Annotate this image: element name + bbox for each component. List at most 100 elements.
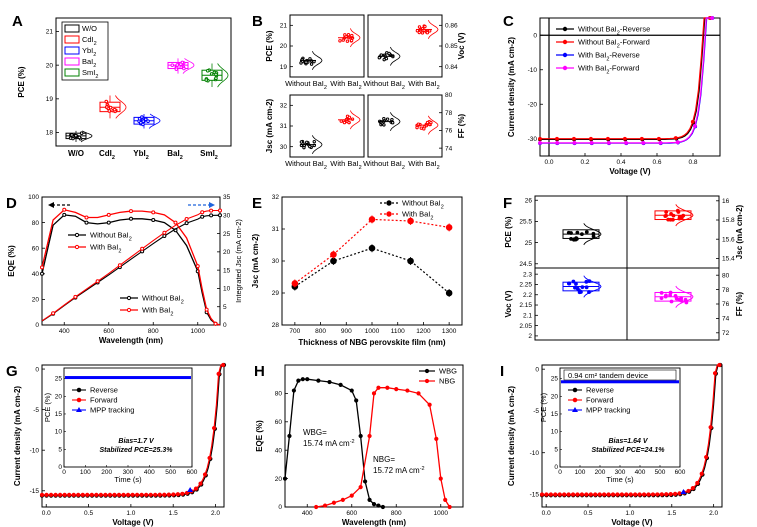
panel-i-axes xyxy=(541,364,723,508)
data-point xyxy=(610,492,616,497)
inset-bias-note: Bias=1.7 V xyxy=(118,438,155,445)
sample-point xyxy=(587,279,592,284)
panel-f-y-axis-label: FF (%) xyxy=(735,291,744,316)
distribution-curve xyxy=(80,130,93,143)
panel-b-x-tick-label: With BaI2 xyxy=(408,159,439,171)
legend-swatch xyxy=(64,46,80,55)
data-point xyxy=(367,497,372,502)
inset-axes xyxy=(63,367,193,468)
sample-point xyxy=(350,33,354,38)
legend-marker xyxy=(562,65,568,71)
data-point xyxy=(287,433,292,439)
sample-point xyxy=(382,116,386,121)
legend-label: Without BaI2-Reverse xyxy=(578,25,650,37)
legend-swatch xyxy=(64,57,80,66)
legend-label: Forward xyxy=(586,396,614,405)
data-point xyxy=(615,492,620,497)
data-point xyxy=(371,391,377,396)
sample-point xyxy=(104,99,109,104)
panel-d-y-tick-label: 60 xyxy=(32,245,40,252)
sample-point xyxy=(417,30,421,35)
sample-point xyxy=(342,120,347,125)
panel-f-y-axis-label: Voc (V) xyxy=(504,290,513,317)
data-point xyxy=(349,493,354,498)
data-point xyxy=(659,492,664,497)
panel-b-y-tick-label: 20 xyxy=(280,43,288,50)
data-point xyxy=(89,492,94,497)
sample-point xyxy=(574,236,579,241)
panel-g-x-tick-label: 0.0 xyxy=(42,510,51,517)
panel-f-subplot-axes xyxy=(626,195,720,269)
data-point xyxy=(95,279,100,284)
panel-d-y2-axis-label: Integrated Jsc (mA cm-2) xyxy=(234,219,243,303)
data-point xyxy=(624,140,628,145)
panel-a-y-axis-label: PCE (%) xyxy=(17,66,26,97)
data-point xyxy=(695,480,700,486)
legend-label: MPP tracking xyxy=(586,406,630,415)
data-point xyxy=(94,492,99,497)
data-point xyxy=(322,503,328,508)
data-point xyxy=(340,497,345,502)
data-point xyxy=(606,140,611,145)
data-point xyxy=(139,492,144,497)
panel-d-y-axis-label: EQE (%) xyxy=(7,245,16,277)
panel-f-y-tick-label: 24.5 xyxy=(519,261,532,268)
distribution-curve xyxy=(390,46,401,66)
panel-a-y-tick-label: 18 xyxy=(46,130,54,137)
inset-x-axis-label: Time (s) xyxy=(114,475,142,484)
distribution-curve xyxy=(350,110,361,130)
data-point xyxy=(639,136,644,141)
data-point xyxy=(367,433,372,439)
panel-e-y-tick-label: 31 xyxy=(272,226,280,233)
data-point xyxy=(157,492,162,497)
data-point xyxy=(622,136,627,141)
inset-x-tick-label: 300 xyxy=(615,469,626,476)
eqe-line-0 xyxy=(41,214,221,326)
panel-g-y-tick-label: -5 xyxy=(33,407,39,414)
sample-point xyxy=(204,78,209,82)
panel-b-y-tick-label: 80 xyxy=(445,92,453,99)
nbg-value: 15.72 mA cm-2 xyxy=(373,466,425,475)
panel-f-y-tick-label: 25 xyxy=(525,240,533,247)
data-point xyxy=(198,481,203,486)
data-point xyxy=(349,388,354,393)
distribution-curve xyxy=(583,223,602,246)
legend-label: Without BaI2 xyxy=(402,199,444,211)
panel-b-y-tick-label: 30 xyxy=(280,144,288,151)
data-point xyxy=(200,210,205,215)
sample-point xyxy=(415,125,419,130)
sample-point xyxy=(308,144,312,149)
data-point xyxy=(84,220,89,225)
panel-d-y-tick-label: 40 xyxy=(32,271,40,278)
panel-e-x-tick-label: 1100 xyxy=(391,328,405,335)
panel-f-y-axis-label: PCE (%) xyxy=(504,216,513,247)
data-point xyxy=(85,492,90,497)
data-point xyxy=(641,140,646,145)
distribution-curve xyxy=(148,113,161,129)
panel-f-y-tick-label: 74 xyxy=(722,316,730,323)
data-point xyxy=(566,492,571,497)
sample-point xyxy=(214,72,218,77)
sample-point xyxy=(428,29,432,33)
sample-point xyxy=(569,237,573,241)
panel-e-x-tick-label: 700 xyxy=(289,328,300,335)
panel-b-y-axis-label: FF (%) xyxy=(457,113,466,138)
data-point xyxy=(98,492,103,497)
panel-d-y-tick-label: 100 xyxy=(28,194,39,201)
panel-b-y-tick-label: 31 xyxy=(280,123,288,130)
data-point xyxy=(619,492,624,497)
sample-point xyxy=(209,72,214,76)
data-point xyxy=(699,471,704,476)
legend-swatch xyxy=(64,24,80,33)
panel-b-y-tick-label: 0.85 xyxy=(445,43,458,50)
data-point xyxy=(371,502,377,507)
sample-point xyxy=(309,62,314,66)
panel-h-y-tick-label: 20 xyxy=(275,476,283,483)
panel-i-y-tick-label: -15 xyxy=(530,492,540,499)
panel-h-x-tick-label: 1000 xyxy=(434,510,449,517)
panel-f-y-axis-label: Jsc (mA cm-2) xyxy=(735,204,744,259)
legend-marker xyxy=(572,397,578,403)
panel-label-c: C xyxy=(503,13,514,30)
sample-point xyxy=(584,279,589,284)
data-point xyxy=(166,492,171,497)
